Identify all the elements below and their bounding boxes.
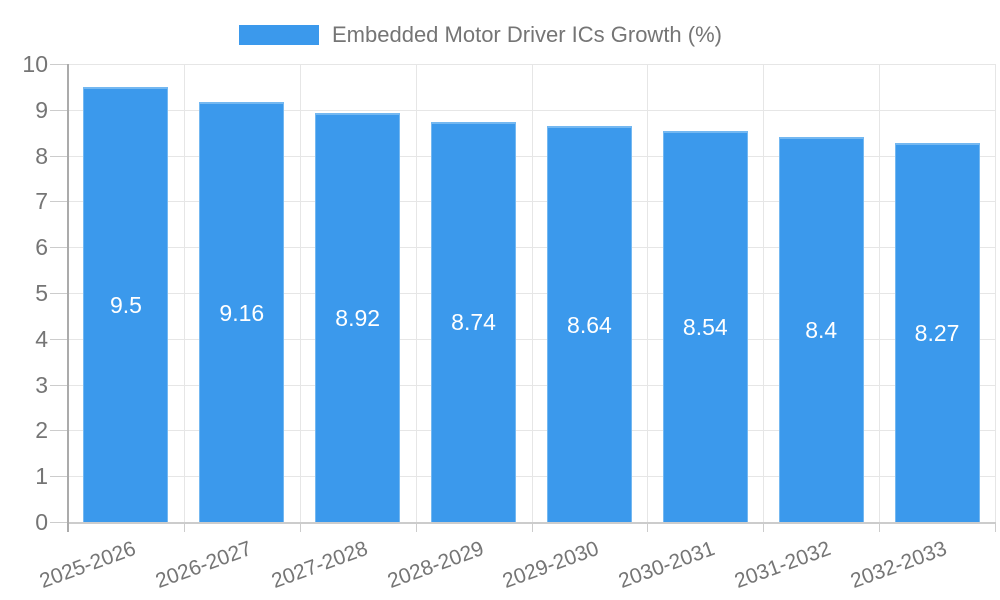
- y-tick: [50, 338, 68, 340]
- bar: 8.27: [894, 143, 980, 522]
- y-tick: [50, 384, 68, 386]
- y-tick: [50, 522, 68, 523]
- v-gridline: [183, 64, 185, 522]
- x-tick: [299, 522, 301, 532]
- y-tick: [50, 293, 68, 294]
- bar-value-label: 8.4: [805, 317, 838, 344]
- y-tick: [50, 109, 68, 111]
- y-axis-label: 7: [35, 188, 48, 215]
- y-tick: [50, 155, 68, 157]
- y-axis-label: 3: [35, 371, 48, 398]
- legend-label: Embedded Motor Driver ICs Growth (%): [332, 22, 722, 47]
- bar: 8.92: [315, 113, 401, 522]
- x-tick: [531, 522, 533, 532]
- bar: 8.74: [431, 121, 517, 522]
- bar: 8.54: [662, 130, 748, 522]
- x-tick: [415, 522, 417, 532]
- x-tick: [995, 522, 996, 532]
- bar-value-label: 8.64: [567, 311, 612, 338]
- x-tick: [183, 522, 185, 532]
- bar-value-label: 8.54: [682, 313, 728, 340]
- y-axis-label: 5: [35, 280, 48, 306]
- bar-value-label: 8.92: [335, 305, 381, 332]
- x-tick: [763, 522, 765, 532]
- bar: 9.16: [199, 102, 285, 522]
- y-axis-label: 9: [35, 96, 48, 123]
- y-tick: [50, 430, 68, 432]
- y-axis-label: 1: [35, 463, 48, 490]
- legend-swatch: [239, 25, 319, 45]
- v-gridline: [415, 64, 417, 522]
- bar-value-label: 9.16: [219, 299, 265, 326]
- legend: Embedded Motor Driver ICs Growth (%): [239, 22, 722, 48]
- y-tick: [50, 476, 68, 478]
- bar-value-label: 8.74: [451, 309, 496, 336]
- y-axis-line: [67, 64, 69, 532]
- y-axis-label: 6: [35, 234, 48, 261]
- bar-value-label: 8.27: [914, 320, 960, 347]
- x-axis-line: [68, 522, 995, 524]
- y-axis-label: 4: [35, 325, 48, 352]
- y-axis-label: 0: [35, 509, 48, 535]
- v-gridline: [647, 64, 649, 522]
- v-gridline: [879, 64, 881, 522]
- v-gridline: [763, 64, 765, 522]
- x-tick: [879, 522, 881, 532]
- v-gridline: [299, 64, 301, 522]
- y-axis-label: 10: [22, 51, 48, 77]
- y-tick: [50, 247, 68, 249]
- v-gridline: [995, 64, 996, 522]
- v-gridline: [531, 64, 533, 522]
- bar: 8.64: [546, 126, 632, 522]
- y-axis-label: 2: [35, 417, 48, 444]
- bar-value-label: 9.5: [109, 291, 142, 318]
- y-tick: [50, 201, 68, 203]
- y-axis-label: 8: [35, 142, 48, 169]
- x-tick: [647, 522, 649, 532]
- bar: 8.4: [778, 137, 864, 522]
- y-tick: [50, 64, 68, 65]
- bar: 9.5: [83, 86, 169, 522]
